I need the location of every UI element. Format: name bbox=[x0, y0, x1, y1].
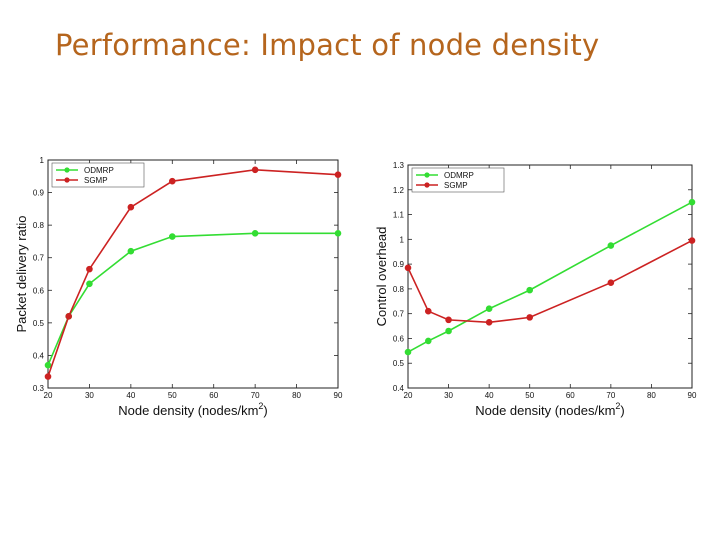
right-point-odmrp bbox=[424, 337, 432, 345]
left-point-odmrp bbox=[86, 280, 93, 288]
right-y-tick-label: 0.6 bbox=[393, 334, 405, 343]
left-y-tick-label: 0.7 bbox=[33, 254, 45, 263]
control-overhead-svg: 20 30 40 50 60 70 80 90 0.4 0.5 0.6 0.7 0.8 0.9 1 1.1 1.… bbox=[374, 161, 697, 418]
right-y-axis-label: Control overhead bbox=[374, 227, 389, 327]
right-point-sgmp bbox=[424, 307, 432, 315]
right-x-axis-label-close: ) bbox=[620, 403, 624, 418]
left-x-axis-label-close: ) bbox=[263, 403, 267, 418]
right-legend-label-sgmp: SGMP bbox=[444, 181, 468, 190]
left-legend-box bbox=[51, 162, 145, 188]
left-x-axis-label-main: Node density (nodes/km bbox=[118, 403, 258, 418]
right-x-tick-label: 40 bbox=[485, 391, 494, 400]
left-point-odmrp bbox=[168, 233, 176, 240]
right-x-tick-label: 80 bbox=[647, 391, 656, 400]
left-plot-frame bbox=[47, 159, 339, 389]
right-y-tick-label: 1 bbox=[400, 235, 405, 244]
right-x-tick-label: 60 bbox=[566, 391, 575, 400]
left-x-tick-label: 70 bbox=[251, 391, 260, 400]
left-point-odmrp bbox=[251, 229, 259, 237]
left-y-axis-label: Packet delivery ratio bbox=[14, 215, 29, 332]
right-legend-marker-sgmp bbox=[424, 182, 430, 188]
slide-title: Performance: Impact of node density bbox=[55, 28, 600, 62]
right-y-tick-label: 0.9 bbox=[393, 260, 405, 269]
left-point-sgmp bbox=[65, 313, 73, 320]
right-y-tick-label: 0.7 bbox=[393, 310, 405, 319]
left-x-tick-label: 50 bbox=[168, 391, 177, 400]
right-x-tick-label: 20 bbox=[404, 391, 413, 400]
left-legend-label-odmrp: ODMRP bbox=[84, 166, 114, 175]
left-y-tick-label: 0.5 bbox=[33, 319, 45, 328]
right-point-odmrp bbox=[485, 305, 493, 313]
packet-delivery-svg: 20 30 40 50 60 70 80 90 0.3 0.4 0.5 0.6 0.7 0.8 0.9 1 No… bbox=[14, 156, 343, 418]
left-point-odmrp bbox=[127, 247, 135, 255]
right-x-tick-label: 70 bbox=[606, 391, 615, 400]
right-x-tick-label: 30 bbox=[444, 391, 453, 400]
right-legend-box bbox=[411, 167, 505, 193]
left-x-axis-label-sup: 2 bbox=[258, 401, 263, 411]
left-y-tick-label: 0.4 bbox=[33, 351, 45, 360]
left-point-odmrp bbox=[334, 229, 342, 237]
left-y-tick-label: 1 bbox=[40, 156, 45, 165]
right-x-tick-label: 50 bbox=[525, 391, 534, 400]
right-point-sgmp bbox=[607, 279, 615, 286]
left-x-tick-label: 30 bbox=[85, 391, 94, 400]
left-point-odmrp bbox=[44, 361, 52, 369]
left-y-tick-label: 0.8 bbox=[33, 221, 45, 230]
left-legend-marker-odmrp bbox=[64, 167, 70, 173]
left-y-tick-label: 0.3 bbox=[33, 384, 45, 393]
left-point-sgmp bbox=[168, 177, 176, 185]
right-y-tick-label: 0.8 bbox=[393, 285, 405, 294]
left-x-axis-label: Node density (nodes/km2) bbox=[118, 401, 268, 418]
left-x-tick-label: 60 bbox=[209, 391, 218, 400]
left-y-tick-label: 0.9 bbox=[33, 189, 45, 198]
right-point-sgmp bbox=[485, 319, 493, 326]
left-legend-marker-sgmp bbox=[64, 177, 70, 183]
right-point-sgmp bbox=[404, 264, 412, 272]
right-y-tick-label: 0.5 bbox=[393, 359, 405, 368]
left-x-tick-label: 40 bbox=[126, 391, 135, 400]
right-x-axis-label-main: Node density (nodes/km bbox=[475, 403, 615, 418]
right-point-odmrp bbox=[445, 327, 452, 335]
right-point-sgmp bbox=[526, 314, 534, 321]
right-point-sgmp bbox=[445, 316, 452, 324]
right-point-odmrp bbox=[404, 348, 412, 356]
control-overhead-chart: 20 30 40 50 60 70 80 90 0.4 0.5 0.6 0.7 0.8 0.9 1 1.1 1.… bbox=[368, 155, 708, 422]
left-point-sgmp bbox=[334, 171, 342, 178]
left-x-tick-label: 80 bbox=[292, 391, 301, 400]
left-x-tick-label: 90 bbox=[334, 391, 343, 400]
right-legend-label-odmrp: ODMRP bbox=[444, 171, 474, 180]
right-y-tick-label: 1.2 bbox=[393, 186, 405, 195]
left-point-sgmp bbox=[86, 265, 93, 273]
left-legend-label-sgmp: SGMP bbox=[84, 176, 108, 185]
right-point-sgmp bbox=[688, 237, 696, 244]
right-x-axis-label-sup: 2 bbox=[615, 401, 620, 411]
packet-delivery-chart: 20 30 40 50 60 70 80 90 0.3 0.4 0.5 0.6 0.7 0.8 0.9 1 No… bbox=[8, 150, 358, 422]
right-point-odmrp bbox=[688, 198, 696, 206]
left-point-sgmp bbox=[251, 166, 259, 174]
left-x-tick-label: 20 bbox=[44, 391, 53, 400]
right-point-odmrp bbox=[526, 286, 534, 294]
right-x-tick-label: 90 bbox=[688, 391, 697, 400]
right-y-tick-label: 0.4 bbox=[393, 384, 405, 393]
right-plot-frame bbox=[407, 164, 693, 389]
left-y-tick-label: 0.6 bbox=[33, 286, 45, 295]
left-point-sgmp bbox=[44, 373, 52, 380]
right-point-odmrp bbox=[607, 242, 615, 249]
right-legend-marker-odmrp bbox=[424, 172, 430, 178]
right-y-tick-label: 1.3 bbox=[393, 161, 405, 170]
left-point-sgmp bbox=[127, 203, 135, 211]
right-y-tick-label: 1.1 bbox=[393, 211, 405, 220]
right-x-axis-label: Node density (nodes/km2) bbox=[475, 401, 625, 418]
